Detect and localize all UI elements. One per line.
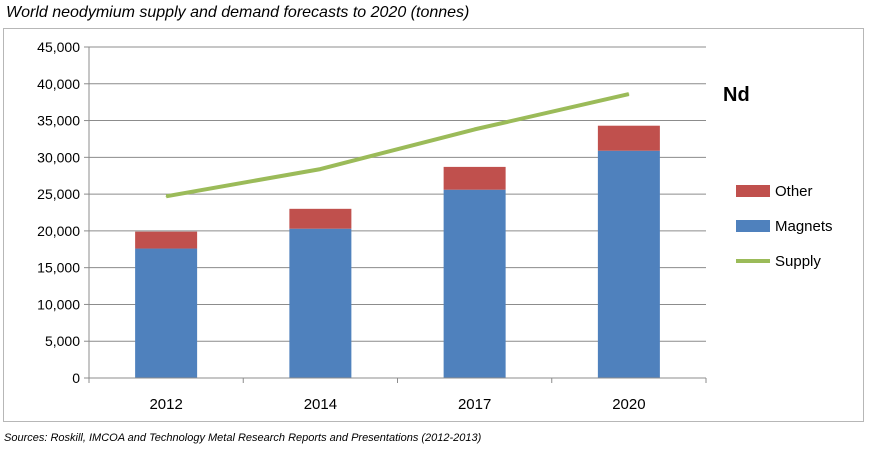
legend-label-magnets: Magnets	[775, 218, 833, 235]
x-tick-label: 2014	[304, 396, 337, 413]
supply-line-layer	[165, 92, 630, 199]
nd-annotation: Nd	[723, 84, 750, 106]
y-tick-label: 20,000	[37, 223, 80, 239]
point-supply-2014	[319, 168, 321, 170]
bars	[135, 125, 660, 378]
y-tick-label: 30,000	[37, 149, 80, 165]
y-tick-label: 5,000	[45, 333, 80, 349]
legend-label-other: Other	[775, 183, 813, 200]
bar-other-2017	[443, 166, 506, 190]
x-tick-label: 2020	[612, 396, 645, 413]
point-supply-2017	[474, 128, 476, 130]
chart-title: World neodymium supply and demand foreca…	[6, 4, 470, 21]
x-tick-label: 2012	[149, 396, 182, 413]
axes: 0 5,000 10,000 15,000 20,000 25,000 30,000 35,0…	[37, 39, 707, 413]
bar-other-2014	[289, 208, 352, 229]
y-tick-label: 15,000	[37, 260, 80, 276]
y-tick-label: 45,000	[37, 39, 80, 55]
chart-frame	[3, 28, 864, 422]
legend-swatch-other	[736, 185, 770, 197]
point-supply-2020	[628, 93, 630, 95]
y-tick-label: 40,000	[37, 76, 80, 92]
y-tick-label: 35,000	[37, 113, 80, 129]
y-tick-label: 10,000	[37, 296, 80, 312]
point-supply-2012	[165, 195, 167, 197]
legend-swatch-magnets	[736, 220, 770, 232]
legend: Other Magnets Supply	[736, 183, 833, 270]
bar-magnets-2014	[289, 228, 352, 378]
legend-label-supply: Supply	[775, 253, 821, 270]
bar-magnets-2020	[597, 150, 660, 378]
bar-other-2012	[135, 231, 198, 249]
y-tick-label: 25,000	[37, 186, 80, 202]
line-supply	[165, 92, 630, 199]
y-tick-label: 0	[72, 370, 80, 386]
bar-other-2020	[597, 125, 660, 151]
bar-magnets-2012	[135, 248, 198, 378]
bar-magnets-2017	[443, 189, 506, 378]
x-tick-label: 2017	[458, 396, 491, 413]
source-note: Sources: Roskill, IMCOA and Technology M…	[4, 432, 482, 444]
